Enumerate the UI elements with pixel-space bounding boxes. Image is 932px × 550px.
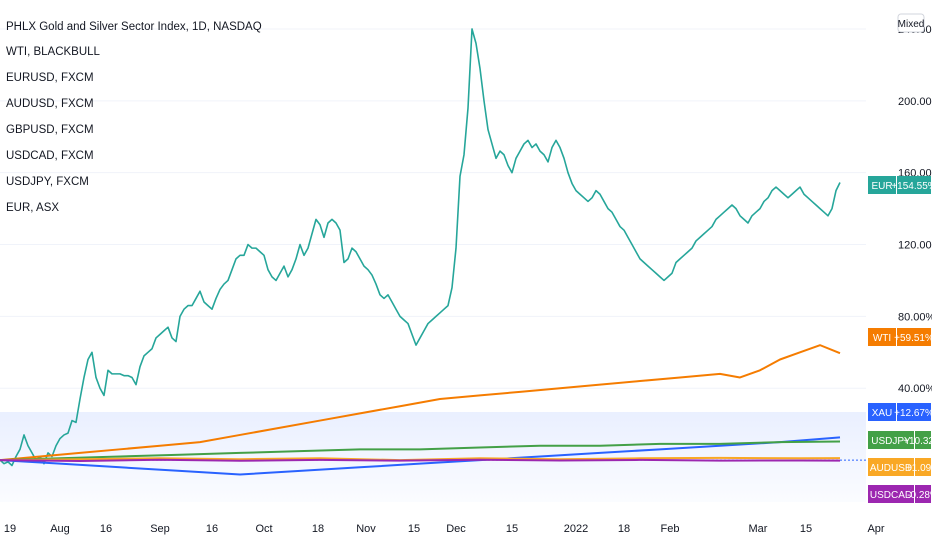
series-line-usdcad <box>0 458 841 462</box>
x-tick-label: 2022 <box>564 523 588 535</box>
x-tick-label: Apr <box>867 523 884 535</box>
y-axis: 240.00%200.00%160.00%120.00%80.00%40.00% <box>898 24 932 395</box>
tag-audusd: AUDUSD+1.09% <box>868 458 932 476</box>
tag-name: USDCAD <box>870 490 912 501</box>
x-tick-label: Oct <box>255 523 272 535</box>
tag-value-bg <box>915 485 931 503</box>
legend: WTI, BLACKBULL EURUSD, FXCM AUDUSD, FXCM GB… <box>6 46 101 214</box>
legend-entry: USDJPY, FXCM <box>6 176 89 188</box>
tag-value-bg <box>897 403 931 421</box>
x-tick-label: Feb <box>661 523 680 535</box>
tag-value-bg <box>897 328 931 346</box>
tag-name-bg <box>868 176 896 194</box>
series-line-wti <box>0 344 841 462</box>
series-tags: EUR+154.55% WTI+59.51% XAU+12.67% USDJPY+10… <box>868 176 932 503</box>
series-line-usdjpy <box>0 440 841 462</box>
x-tick-label: Aug <box>50 523 70 535</box>
x-tick-label: 19 <box>4 523 16 535</box>
y-tick-label: 200.00% <box>898 96 932 108</box>
series-group <box>0 28 841 476</box>
x-tick-label: Nov <box>356 523 376 535</box>
x-tick-label: 15 <box>408 523 420 535</box>
tag-name: EUR <box>871 181 892 192</box>
tag-name: WTI <box>873 333 891 344</box>
tag-name-bg <box>868 485 914 503</box>
series-line-xau <box>0 436 841 476</box>
scale-mode-label: Mixed <box>898 19 925 30</box>
tag-usdcad: USDCAD-0.28% <box>868 485 932 503</box>
legend-entry: AUDUSD, FXCM <box>6 98 94 110</box>
x-tick-label: Dec <box>446 523 466 535</box>
tag-value-bg <box>897 176 931 194</box>
tag-name-bg <box>868 403 896 421</box>
tag-xau: XAU +12.67% <box>868 403 932 421</box>
legend-entry: EURUSD, FXCM <box>6 72 94 84</box>
grid-lines <box>0 28 866 389</box>
tag-name: USDJPY <box>871 436 911 447</box>
tag-value-bg <box>915 458 931 476</box>
chart-title: PHLX Gold and Silver Sector Index, 1D, N… <box>6 21 262 33</box>
y-tick-label: 120.00% <box>898 240 932 252</box>
legend-entry: GBPUSD, FXCM <box>6 124 94 136</box>
tag-name-bg <box>868 431 914 449</box>
y-tick-label: 40.00% <box>898 383 932 395</box>
x-tick-label: 18 <box>312 523 324 535</box>
tag-value: +59.51% <box>894 333 932 344</box>
tag-value: +1.09% <box>906 463 932 474</box>
x-tick-label: 16 <box>206 523 218 535</box>
tag-value: +154.55% <box>891 181 932 192</box>
tag-eur: EUR+154.55% <box>868 176 932 194</box>
tag-name-bg <box>868 458 914 476</box>
scale-mode-button[interactable]: Mixed <box>897 13 925 33</box>
tag-wti: WTI +59.51% <box>868 328 932 346</box>
x-tick-label: 15 <box>800 523 812 535</box>
x-tick-label: Mar <box>749 523 768 535</box>
tag-name: XAU <box>872 408 893 419</box>
x-tick-label: 15 <box>506 523 518 535</box>
tag-value: +10.32% <box>903 436 932 447</box>
x-axis: 19 Aug 16 Sep 16 Oct 18 Nov 15 Dec 15 2022 18 Feb Mar 1… <box>4 523 885 535</box>
legend-entry: USDCAD, FXCM <box>6 150 94 162</box>
series-line-eur <box>0 28 841 467</box>
legend-entry: EUR, ASX <box>6 202 59 214</box>
x-tick-label: Sep <box>150 523 170 535</box>
x-tick-label: 16 <box>100 523 112 535</box>
tag-usdjpy: USDJPY+10.32% <box>868 431 932 449</box>
legend-entry: WTI, BLACKBULL <box>6 46 101 58</box>
tag-value: +12.67% <box>894 408 932 419</box>
tag-value: -0.28% <box>907 490 932 501</box>
tag-value-bg <box>915 431 931 449</box>
tag-name: AUDUSD <box>870 463 912 474</box>
tag-name-bg <box>868 328 896 346</box>
y-tick-label: 80.00% <box>898 311 932 323</box>
x-tick-label: 18 <box>618 523 630 535</box>
